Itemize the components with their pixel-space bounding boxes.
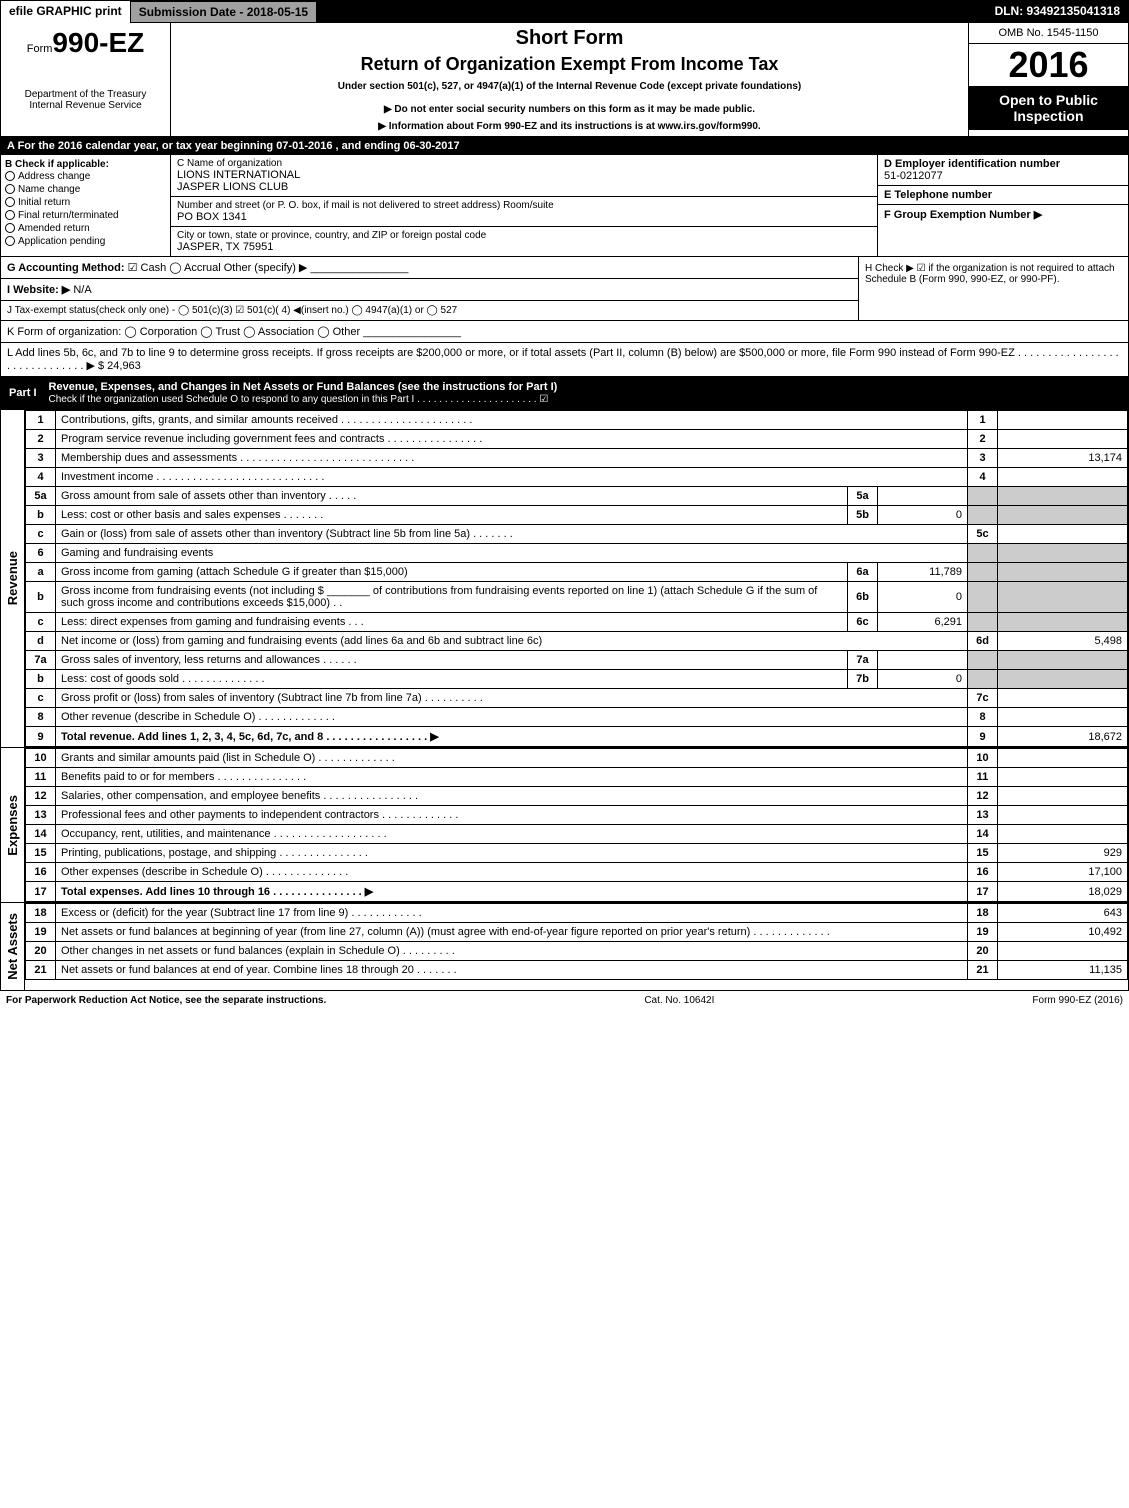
form-990ez: efile GRAPHIC print Submission Date - 20…: [0, 0, 1129, 991]
line-row: cLess: direct expenses from gaming and f…: [26, 613, 1128, 632]
revenue-vlabel: Revenue: [3, 541, 22, 615]
info-note: ▶ Information about Form 990-EZ and its …: [175, 121, 964, 132]
header: Form990-EZ Department of the Treasury In…: [1, 23, 1128, 137]
b-label: B Check if applicable:: [5, 159, 109, 170]
open-inspection: Open to Public Inspection: [969, 86, 1128, 130]
line-row: 1Contributions, gifts, grants, and simil…: [26, 411, 1128, 430]
line-row: 6Gaming and fundraising events: [26, 544, 1128, 563]
g-accounting: G Accounting Method: ☑ Cash ◯ Accrual Ot…: [1, 257, 858, 279]
j-tax-exempt: J Tax-exempt status(check only one) - ◯ …: [1, 301, 858, 320]
check-final-return[interactable]: Final return/terminated: [5, 209, 166, 222]
efile-label: efile GRAPHIC print: [1, 1, 130, 23]
line-row: bLess: cost of goods sold . . . . . . . …: [26, 670, 1128, 689]
short-form-title: Short Form: [175, 27, 964, 50]
k-form-org: K Form of organization: ◯ Corporation ◯ …: [1, 321, 1128, 343]
footer: For Paperwork Reduction Act Notice, see …: [0, 991, 1129, 1010]
part-1-check: Check if the organization used Schedule …: [49, 394, 549, 405]
footer-form: Form 990-EZ (2016): [1032, 995, 1123, 1006]
line-row: 4Investment income . . . . . . . . . . .…: [26, 468, 1128, 487]
top-bar: efile GRAPHIC print Submission Date - 20…: [1, 1, 1128, 23]
line-row: 3Membership dues and assessments . . . .…: [26, 449, 1128, 468]
line-row: 14Occupancy, rent, utilities, and mainte…: [26, 825, 1128, 844]
dln: DLN: 93492135041318: [987, 1, 1128, 23]
footer-left: For Paperwork Reduction Act Notice, see …: [6, 995, 326, 1006]
part-1-title: Revenue, Expenses, and Changes in Net As…: [49, 381, 558, 393]
expenses-vlabel: Expenses: [3, 785, 22, 866]
h-schedule-b: H Check ▶ ☑ if the organization is not r…: [858, 257, 1128, 320]
org-city: JASPER, TX 75951: [177, 241, 871, 253]
line-row: 5aGross amount from sale of assets other…: [26, 487, 1128, 506]
org-name-1: LIONS INTERNATIONAL: [177, 169, 871, 181]
part-1-header: Part I Revenue, Expenses, and Changes in…: [1, 377, 1128, 409]
revenue-section: Revenue 1Contributions, gifts, grants, a…: [1, 409, 1128, 747]
line-row: 20Other changes in net assets or fund ba…: [26, 942, 1128, 961]
ein-value: 51-0212077: [884, 170, 1122, 182]
line-row: cGain or (loss) from sale of assets othe…: [26, 525, 1128, 544]
check-initial-return[interactable]: Initial return: [5, 196, 166, 209]
f-group-label: F Group Exemption Number ▶: [884, 209, 1042, 221]
irs-label: Internal Revenue Service: [5, 100, 166, 111]
line-row: bGross income from fundraising events (n…: [26, 582, 1128, 613]
org-address: PO BOX 1341: [177, 211, 871, 223]
netassets-vlabel: Net Assets: [3, 903, 22, 990]
line-row: 10Grants and similar amounts paid (list …: [26, 749, 1128, 768]
city-label: City or town, state or province, country…: [177, 230, 871, 241]
check-name-change[interactable]: Name change: [5, 183, 166, 196]
l-gross-receipts: L Add lines 5b, 6c, and 7b to line 9 to …: [1, 343, 1128, 377]
revenue-lines: 1Contributions, gifts, grants, and simil…: [25, 410, 1128, 747]
expense-lines: 10Grants and similar amounts paid (list …: [25, 748, 1128, 902]
d-ein-label: D Employer identification number: [884, 158, 1060, 170]
line-row: 17Total expenses. Add lines 10 through 1…: [26, 882, 1128, 902]
line-row: 9Total revenue. Add lines 1, 2, 3, 4, 5c…: [26, 727, 1128, 747]
line-row: 2Program service revenue including gover…: [26, 430, 1128, 449]
netassets-section: Net Assets 18Excess or (deficit) for the…: [1, 902, 1128, 990]
info-grid: B Check if applicable: Address change Na…: [1, 155, 1128, 257]
line-row: dNet income or (loss) from gaming and fu…: [26, 632, 1128, 651]
line-row: 12Salaries, other compensation, and empl…: [26, 787, 1128, 806]
line-row: bLess: cost or other basis and sales exp…: [26, 506, 1128, 525]
c-name-label: C Name of organization: [177, 158, 871, 169]
section-a: A For the 2016 calendar year, or tax yea…: [1, 137, 1128, 155]
e-phone-label: E Telephone number: [884, 189, 992, 201]
check-application-pending[interactable]: Application pending: [5, 235, 166, 248]
line-row: cGross profit or (loss) from sales of in…: [26, 689, 1128, 708]
line-row: 13Professional fees and other payments t…: [26, 806, 1128, 825]
footer-catno: Cat. No. 10642I: [326, 995, 1032, 1006]
line-row: 8Other revenue (describe in Schedule O) …: [26, 708, 1128, 727]
org-name-2: JASPER LIONS CLUB: [177, 181, 871, 193]
check-amended[interactable]: Amended return: [5, 222, 166, 235]
line-row: 16Other expenses (describe in Schedule O…: [26, 863, 1128, 882]
line-row: 19Net assets or fund balances at beginni…: [26, 923, 1128, 942]
netasset-lines: 18Excess or (deficit) for the year (Subt…: [25, 903, 1128, 980]
addr-label: Number and street (or P. O. box, if mail…: [177, 200, 871, 211]
return-title: Return of Organization Exempt From Incom…: [175, 54, 964, 75]
line-row: aGross income from gaming (attach Schedu…: [26, 563, 1128, 582]
submission-date: Submission Date - 2018-05-15: [130, 1, 317, 23]
line-row: 18Excess or (deficit) for the year (Subt…: [26, 904, 1128, 923]
form-number: Form990-EZ: [5, 27, 166, 59]
i-website: I Website: ▶ N/A: [1, 279, 858, 301]
ssn-note: ▶ Do not enter social security numbers o…: [175, 104, 964, 115]
tax-year: 2016: [969, 44, 1128, 86]
expenses-section: Expenses 10Grants and similar amounts pa…: [1, 747, 1128, 902]
line-row: 7aGross sales of inventory, less returns…: [26, 651, 1128, 670]
under-section: Under section 501(c), 527, or 4947(a)(1)…: [175, 81, 964, 92]
dept-treasury: Department of the Treasury: [5, 89, 166, 100]
line-row: 11Benefits paid to or for members . . . …: [26, 768, 1128, 787]
line-row: 15Printing, publications, postage, and s…: [26, 844, 1128, 863]
line-row: 21Net assets or fund balances at end of …: [26, 961, 1128, 980]
omb-number: OMB No. 1545-1150: [969, 23, 1128, 44]
check-address-change[interactable]: Address change: [5, 170, 166, 183]
